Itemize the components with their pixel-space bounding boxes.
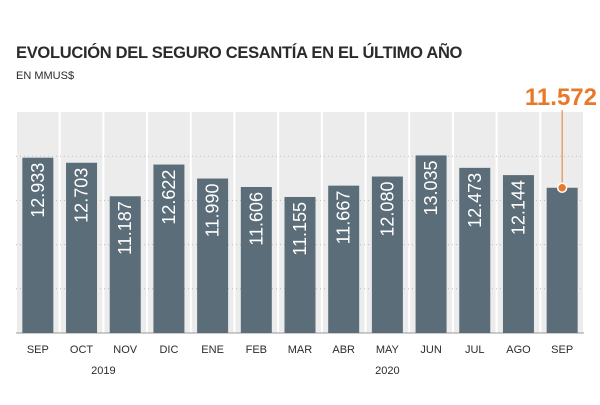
- year-label: 2019: [91, 365, 115, 377]
- x-tick-label: JUN: [420, 344, 441, 356]
- highlight-value-label: 11.572: [525, 84, 597, 111]
- bar-value-label: 12.933: [28, 163, 48, 218]
- bar: [459, 167, 491, 333]
- x-tick-label: ABR: [332, 344, 355, 356]
- x-tick-label: MAY: [376, 344, 400, 356]
- highlight-marker: [556, 182, 568, 194]
- x-tick-label: SEP: [27, 344, 49, 356]
- year-label: 2020: [375, 365, 399, 377]
- bar: [371, 176, 403, 333]
- x-tick-label: NOV: [113, 344, 138, 356]
- x-tick-label: ENE: [201, 344, 224, 356]
- bar-value-label: 12.473: [465, 173, 485, 228]
- bar-value-label: 11.155: [290, 202, 310, 256]
- chart-subtitle: EN MMUS$: [16, 70, 75, 82]
- bar: [197, 178, 229, 333]
- bar: [109, 196, 141, 333]
- x-tick-label: MAR: [288, 344, 313, 356]
- bar: [284, 196, 316, 333]
- bar-value-label: 12.703: [72, 168, 92, 223]
- bar-value-label: 12.144: [508, 180, 528, 235]
- bar-value-label: 12.080: [377, 182, 397, 237]
- bar: [415, 155, 447, 333]
- chart-title: EVOLUCIÓN DEL SEGURO CESANTÍA EN EL ÚLTI…: [16, 44, 463, 62]
- x-tick-label: JUL: [465, 344, 485, 356]
- bar: [502, 175, 534, 333]
- x-tick-label: FEB: [246, 344, 267, 356]
- bar-value-label: 13.035: [421, 160, 441, 215]
- x-tick-label: AGO: [506, 344, 531, 356]
- x-tick-label: OCT: [70, 344, 94, 356]
- x-tick-label: SEP: [551, 344, 573, 356]
- bar-value-label: 11.606: [246, 192, 266, 246]
- bar: [328, 185, 360, 333]
- bar-value-label: 11.187: [115, 201, 135, 255]
- bar: [66, 162, 98, 333]
- bar: [240, 187, 272, 333]
- bar-value-label: 12.622: [159, 170, 179, 225]
- bar: [22, 157, 54, 333]
- x-tick-label: DIC: [159, 344, 178, 356]
- bar: [546, 187, 578, 333]
- bar: [153, 164, 185, 333]
- bar-value-label: 11.667: [334, 191, 354, 245]
- bar-value-label: 11.990: [203, 184, 223, 238]
